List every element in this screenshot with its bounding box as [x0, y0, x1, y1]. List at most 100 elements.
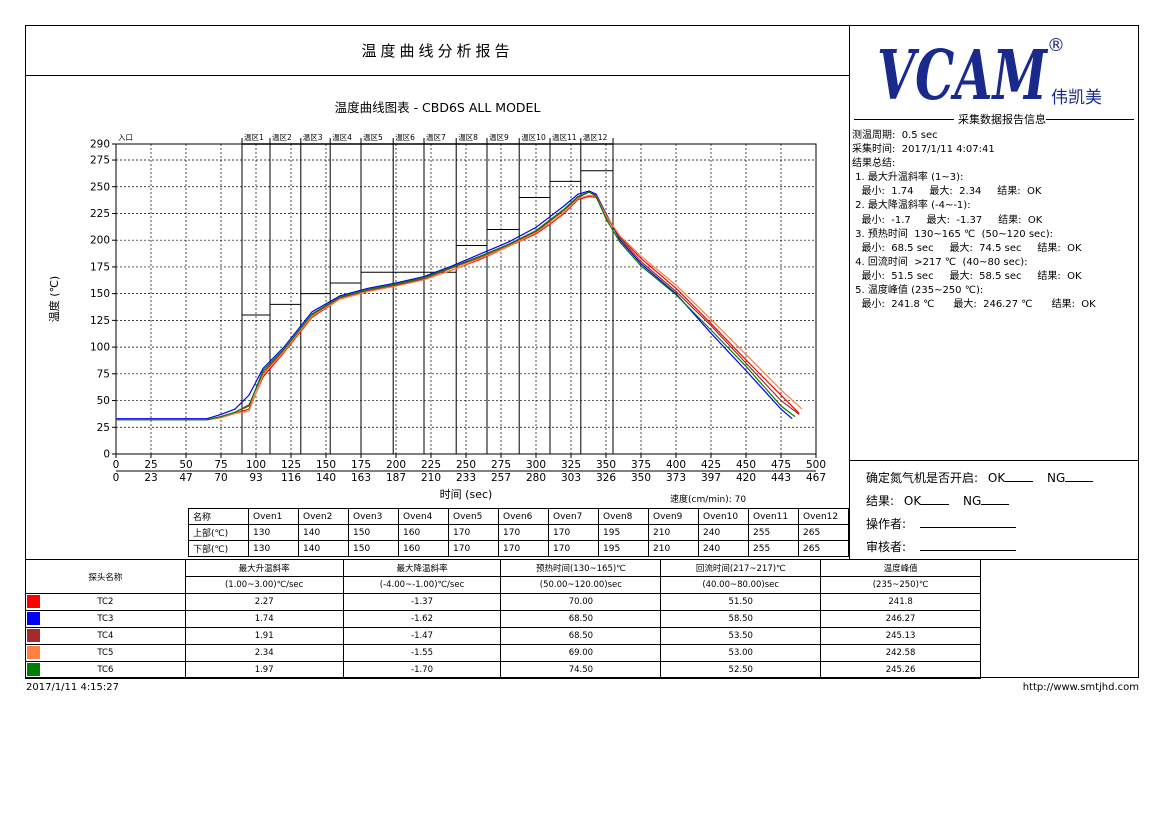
logo-text: VCAM [877, 36, 1048, 109]
reflow-chart: 0255075100125150175200225250275290002523… [47, 133, 826, 500]
result-cell: 74.50 [500, 661, 662, 679]
info-lines: 测温周期: 0.5 sec 采集时间: 2017/1/11 4:07:41 结果总结… [852, 129, 1096, 312]
result-cell: 52.50 [660, 661, 822, 679]
result-cell: 51.50 [660, 593, 822, 611]
series-line-tc2 [116, 195, 800, 421]
oven-cell: Oven6 [498, 508, 549, 525]
footer-url[interactable]: http://www.smtjhd.com [1022, 682, 1139, 693]
x-tick-label-2: 0 [113, 472, 120, 484]
x-tick-label: 75 [214, 459, 227, 471]
x-tick-label-2: 420 [736, 472, 756, 484]
x-tick-label-2: 326 [596, 472, 616, 484]
x-tick-label-2: 23 [144, 472, 157, 484]
oven-table: 名称 Oven1 Oven2 Oven3 Oven4 Oven5 Oven6 Oven7 Ove… [188, 508, 849, 557]
nitrogen-ng: NG [1047, 471, 1066, 485]
probe-name: TC6 [97, 665, 114, 675]
x-tick-label-2: 163 [351, 472, 371, 484]
table-row: TC2 2.27 -1.37 70.00 51.50 241.8 [25, 593, 981, 611]
zone-label: 温区7 [426, 133, 446, 142]
result-cell: 68.50 [500, 610, 662, 628]
oven-cell: 170 [448, 524, 499, 541]
table-row: TC3 1.74 -1.62 68.50 58.50 246.27 [25, 610, 981, 628]
x-tick-label-2: 116 [281, 472, 301, 484]
oven-row: 名称 Oven1 Oven2 Oven3 Oven4 Oven5 Oven6 Oven7 Ove… [188, 508, 849, 525]
x-axis-label: 时间 (sec) [440, 488, 493, 500]
info-line: 最小: 241.8 ℃ 最大: 246.27 ℃ 结果: OK [852, 299, 1096, 311]
result-cell: 245.13 [820, 627, 981, 645]
info-section-title: 采集数据报告信息 [850, 111, 1139, 127]
x-tick-label: 200 [386, 459, 406, 471]
results-subheader: (235~250)℃ [820, 576, 981, 594]
probe-color-swatch [27, 595, 40, 608]
result-cell: 242.58 [820, 644, 981, 662]
x-tick-label-2: 373 [666, 472, 686, 484]
chart-title: 温度曲线图表 - CBD6S ALL MODEL [334, 100, 541, 115]
probe-name: TC4 [97, 631, 114, 641]
probe-color-swatch [27, 646, 40, 659]
y-tick-label: 200 [90, 235, 110, 247]
result-ng: NG [963, 494, 982, 508]
probe-color-swatch [27, 663, 40, 676]
results-header: 最大降温斜率 [342, 559, 502, 577]
zone-label: 温区12 [583, 133, 608, 142]
oven-cell: Oven4 [398, 508, 449, 525]
y-tick-label: 275 [90, 155, 110, 167]
result-cell: -1.37 [342, 593, 502, 611]
y-tick-label: 175 [90, 261, 110, 273]
result-cell: 68.50 [500, 627, 662, 645]
footer-date: 2017/1/11 4:15:27 [26, 682, 120, 693]
results-subheader: (-4.00~-1.00)℃/sec [342, 576, 502, 594]
info-line: 测温周期: 0.5 sec [852, 130, 938, 141]
info-line: 2. 最大降温斜率 (-4~-1): [852, 200, 971, 212]
nitrogen-ok-blank[interactable] [1005, 469, 1034, 482]
x-tick-label-2: 280 [526, 472, 546, 484]
results-subheader: (1.00~3.00)℃/sec [184, 576, 344, 594]
x-tick-label: 100 [246, 459, 266, 471]
oven-cell: 265 [798, 524, 849, 541]
oven-cell: Oven9 [648, 508, 699, 525]
result-cell: 241.8 [820, 593, 981, 611]
operator-label: 操作者: [866, 517, 907, 531]
nitrogen-ng-blank[interactable] [1065, 469, 1094, 482]
oven-cell: 255 [748, 524, 799, 541]
oven-cell: Oven1 [248, 508, 299, 525]
oven-cell: 150 [348, 524, 399, 541]
result-ok: OK [903, 494, 922, 508]
oven-cell: 170 [498, 524, 549, 541]
x-tick-label: 250 [456, 459, 476, 471]
logo-registered: ® [1047, 35, 1065, 56]
x-tick-label-2: 467 [806, 472, 826, 484]
zone-label: 温区9 [489, 133, 509, 142]
x-tick-label: 475 [771, 459, 791, 471]
y-tick-label: 25 [97, 422, 110, 434]
probe-color-swatch [27, 629, 40, 642]
oven-cell: 240 [698, 524, 749, 541]
result-cell: 2.27 [184, 593, 344, 611]
result-ng-blank[interactable] [981, 492, 1010, 505]
result-cell: -1.70 [342, 661, 502, 679]
oven-cell: 255 [748, 540, 799, 557]
reviewer-blank[interactable] [919, 538, 1016, 551]
result-cell: 246.27 [820, 610, 981, 628]
results-subheader: (50.00~120.00)sec [500, 576, 662, 594]
oven-cell: Oven8 [598, 508, 649, 525]
result-cell: 69.00 [500, 644, 662, 662]
result-cell: 2.34 [184, 644, 344, 662]
y-tick-label: 0 [103, 449, 110, 461]
probe-cell: TC2 [25, 593, 186, 611]
x-tick-label: 375 [631, 459, 651, 471]
x-tick-label: 150 [316, 459, 336, 471]
speed-label: 速度(cm/min): 70 [670, 495, 747, 505]
table-row: TC6 1.97 -1.70 74.50 52.50 245.26 [25, 661, 981, 679]
x-tick-label-2: 47 [179, 472, 192, 484]
y-tick-label: 150 [90, 288, 110, 300]
oven-row-label: 名称 [188, 508, 249, 525]
probe-name: TC2 [97, 597, 114, 607]
info-line: 最小: 68.5 sec 最大: 74.5 sec 结果: OK [852, 242, 1082, 254]
result-ok-blank[interactable] [921, 492, 950, 505]
x-tick-label-2: 397 [701, 472, 721, 484]
info-line: 4. 回流时间 >217 ℃ (40~80 sec): [852, 256, 1028, 268]
y-tick-label: 290 [90, 139, 110, 151]
series-line-tc3 [116, 190, 793, 420]
operator-blank[interactable] [919, 515, 1016, 528]
